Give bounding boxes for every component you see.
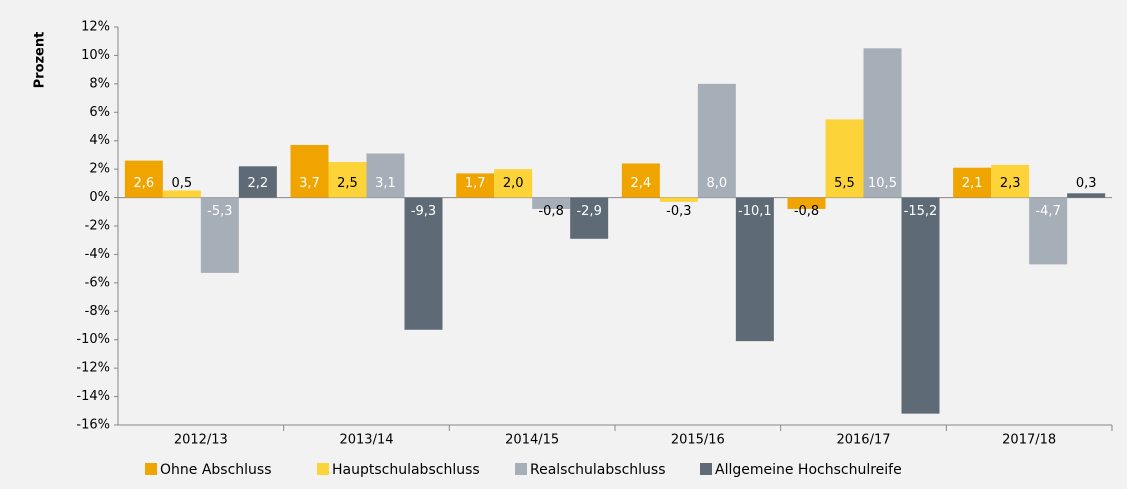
data-label: 0,3 xyxy=(1076,176,1097,191)
bar xyxy=(1029,197,1068,265)
y-tick-label: -4% xyxy=(85,247,110,262)
data-label: 3,7 xyxy=(299,176,320,191)
bar xyxy=(825,119,864,198)
y-tick-label: -2% xyxy=(85,219,110,234)
data-label: 2,2 xyxy=(247,176,268,191)
bar xyxy=(1067,193,1106,198)
y-tick-label: 2% xyxy=(89,162,110,177)
data-label: 2,3 xyxy=(1000,176,1021,191)
bar xyxy=(456,173,495,198)
data-label: -10,1 xyxy=(738,204,772,219)
x-tick-label: 2016/17 xyxy=(836,433,890,448)
data-label: 1,7 xyxy=(465,176,486,191)
bar xyxy=(735,197,774,342)
y-tick-label: -12% xyxy=(76,361,110,376)
y-tick-label: -14% xyxy=(76,389,110,404)
x-tick-label: 2017/18 xyxy=(1002,433,1056,448)
legend-label: Allgemeine Hochschulreife xyxy=(715,462,902,478)
bar xyxy=(532,197,571,209)
data-label: -15,2 xyxy=(904,204,938,219)
bar xyxy=(953,167,992,198)
x-tick-label: 2012/13 xyxy=(174,433,228,448)
data-label: 2,6 xyxy=(133,176,154,191)
bar xyxy=(863,48,902,198)
legend-label: Hauptschulabschluss xyxy=(332,462,480,478)
bar xyxy=(494,169,533,198)
data-label: 8,0 xyxy=(706,176,727,191)
x-tick-label: 2013/14 xyxy=(339,433,393,448)
bar xyxy=(404,197,443,330)
bar xyxy=(328,162,367,198)
bar xyxy=(200,197,239,273)
y-tick-label: 4% xyxy=(89,133,110,148)
bar xyxy=(238,166,277,198)
data-label: 3,1 xyxy=(375,176,396,191)
bar xyxy=(162,190,201,198)
y-tick-label: 0% xyxy=(89,190,110,205)
bar xyxy=(290,144,329,198)
x-tick-label: 2015/16 xyxy=(671,433,725,448)
y-tick-label: -6% xyxy=(85,275,110,290)
legend-label: Realschulabschluss xyxy=(530,462,666,478)
y-tick-label: -8% xyxy=(85,304,110,319)
data-label: -0,8 xyxy=(538,204,563,219)
y-axis-label: Prozent xyxy=(33,32,48,89)
data-label: 2,5 xyxy=(337,176,358,191)
bar xyxy=(697,83,736,198)
data-label: -4,7 xyxy=(1035,204,1060,219)
legend-swatch xyxy=(700,463,712,475)
legend-label: Ohne Abschluss xyxy=(160,462,272,478)
y-tick-label: 12% xyxy=(81,20,110,35)
bar xyxy=(991,164,1030,198)
data-label: -9,3 xyxy=(411,204,436,219)
data-label: 2,1 xyxy=(962,176,983,191)
bar xyxy=(124,160,163,198)
data-label: -2,9 xyxy=(576,204,601,219)
bar xyxy=(621,163,660,198)
bar xyxy=(901,197,940,414)
y-tick-label: 8% xyxy=(89,76,110,91)
y-tick-label: 6% xyxy=(89,105,110,120)
legend-swatch xyxy=(515,463,527,475)
data-label: -0,3 xyxy=(666,204,691,219)
y-tick-label: -10% xyxy=(76,332,110,347)
legend-swatch xyxy=(317,463,329,475)
data-label: 2,0 xyxy=(503,176,524,191)
data-label: 5,5 xyxy=(834,176,855,191)
data-label: -5,3 xyxy=(207,204,232,219)
bar xyxy=(659,197,698,202)
data-label: 10,5 xyxy=(868,176,897,191)
bar xyxy=(570,197,609,239)
x-tick-label: 2014/15 xyxy=(505,433,559,448)
data-label: -0,8 xyxy=(794,204,819,219)
legend-swatch xyxy=(145,463,157,475)
bar xyxy=(787,197,826,209)
bar xyxy=(366,153,405,198)
y-tick-label: 10% xyxy=(81,48,110,63)
y-tick-label: -16% xyxy=(76,418,110,433)
data-label: 0,5 xyxy=(171,176,192,191)
data-label: 2,4 xyxy=(630,176,651,191)
